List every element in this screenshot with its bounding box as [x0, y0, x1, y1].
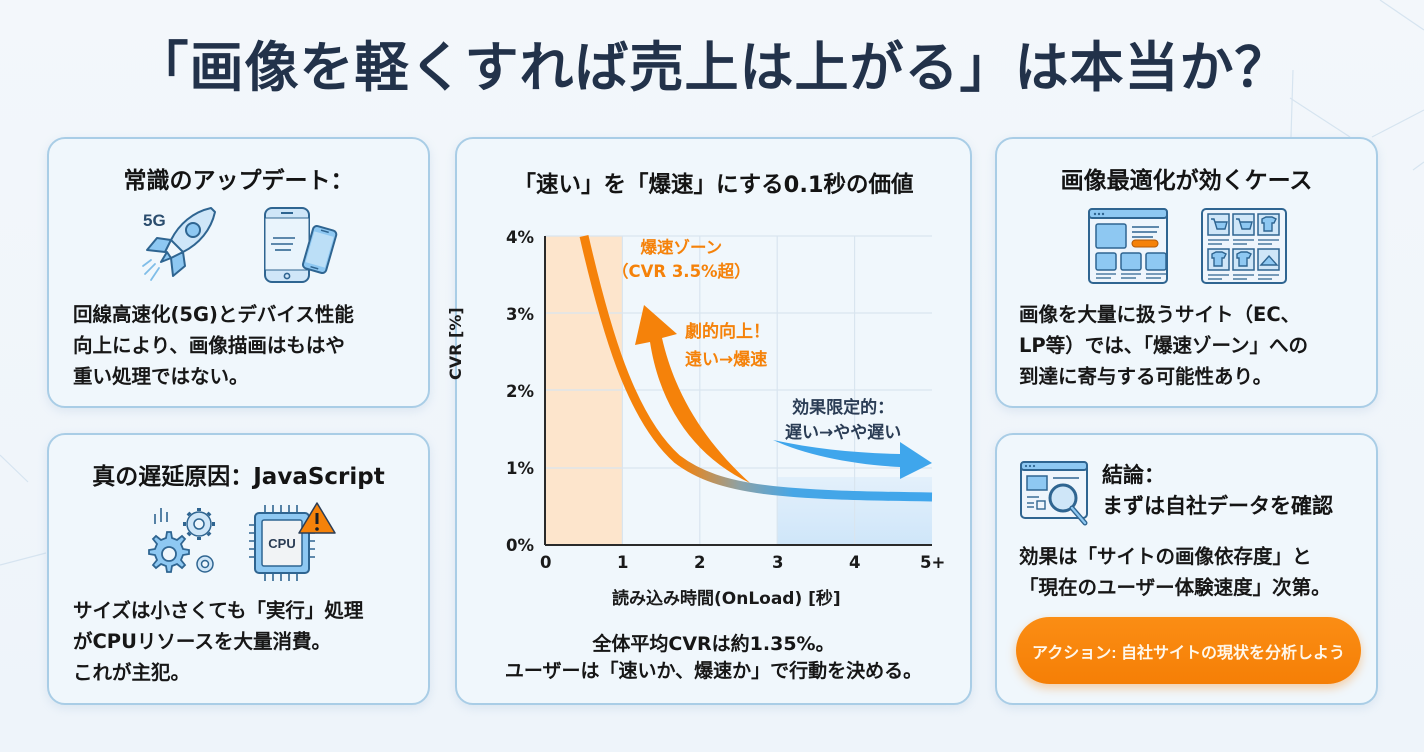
y-tick-0: 0% [506, 536, 535, 555]
card-title: 画像最適化が効くケース [1060, 168, 1313, 194]
chart-axes [544, 236, 932, 546]
card-title: 常識のアップデート： [123, 168, 354, 194]
y-tick-2: 2% [506, 382, 535, 401]
chart-gridlines [545, 235, 932, 545]
limited-effect-arrow [773, 440, 932, 479]
x-tick-3: 3 [772, 553, 784, 572]
fast-zone-annotation: 爆速ゾーン （CVR 3.5%超） [612, 238, 751, 281]
card-body: 回線高速化(5G)とデバイス性能 向上により、画像描画はもはや 重い処理ではない… [73, 303, 354, 388]
conclusion-title-line2: まずは自社データを確認 [1102, 494, 1333, 518]
x-tick-0: 0 [540, 553, 552, 572]
cvr-line-chart [544, 234, 933, 546]
smartphone-tablet-icon [264, 207, 338, 283]
y-axis-label: CVR [%] [446, 307, 465, 380]
card-image-optimization-cases: 画像最適化が効くケース 画像を大量に扱うサイト（EC、 LP等）では、「爆速ゾー… [995, 137, 1378, 408]
gears-icon [148, 508, 215, 573]
x-tick-4: 4 [849, 553, 861, 572]
card-chart-value: 「速い」を「爆速」にする0.1秒の価値 [455, 137, 972, 705]
analyze-site-action-button[interactable]: アクション: 自社サイトの現状を分析しよう [1016, 617, 1361, 684]
limited-effect-annotation: 効果限定的： 遅い→やや遅い [785, 398, 902, 443]
page-title: 「画像を軽くすれば売上は上がる」は本当か？ [134, 36, 1290, 99]
webpage-layout-icon [1088, 208, 1168, 284]
card-body: 画像を大量に扱うサイト（EC、 LP等）では、「爆速ゾーン」への 到達に寄与する… [1019, 303, 1308, 388]
svg-text:CPU: CPU [268, 536, 295, 551]
x-tick-5plus: 5+ [920, 553, 946, 572]
y-tick-3: 3% [506, 305, 535, 324]
card-common-sense-update: 常識のアップデート： 5G 回線高速化(5G)とデバイス性能 向上により、画像描… [47, 137, 430, 408]
svg-text:5G: 5G [143, 211, 166, 230]
dramatic-improvement-annotation: 劇的向上！ 遠い→爆速 [685, 322, 770, 370]
web-analytics-search-icon [1020, 461, 1088, 526]
card-body: 効果は「サイトの画像依存度」と 「現在のユーザー体験速度」次第。 [1019, 545, 1331, 599]
card-body: サイズは小さくても「実行」処理 がCPUリソースを大量消費。 これが主犯。 [73, 599, 364, 684]
x-axis-label: 読み込み時間(OnLoad) [秒] [612, 589, 841, 609]
card-real-cause-javascript: 真の遅延原因：JavaScript CPU サイズは小さくても「実行」処理 がC… [47, 433, 430, 705]
cvr-curve [579, 234, 933, 502]
y-tick-4: 4% [506, 228, 535, 247]
x-tick-1: 1 [617, 553, 629, 572]
chart-title: 「速い」を「爆速」にする0.1秒の価値 [513, 172, 914, 198]
conclusion-title-line1: 結論： [1102, 463, 1165, 487]
ecommerce-grid-icon [1201, 208, 1287, 284]
card-title: 真の遅延原因：JavaScript [92, 464, 385, 490]
x-tick-2: 2 [694, 553, 706, 572]
chart-summary-line2: ユーザーは「速いか、爆速か」で行動を決める。 [504, 660, 923, 682]
dramatic-improvement-arrow [635, 305, 750, 483]
y-tick-1: 1% [506, 459, 535, 478]
chart-summary-line1: 全体平均CVRは約1.35%。 [592, 633, 835, 655]
cpu-warning-icon: CPU [249, 502, 336, 581]
rocket-5g-icon: 5G [142, 207, 216, 281]
